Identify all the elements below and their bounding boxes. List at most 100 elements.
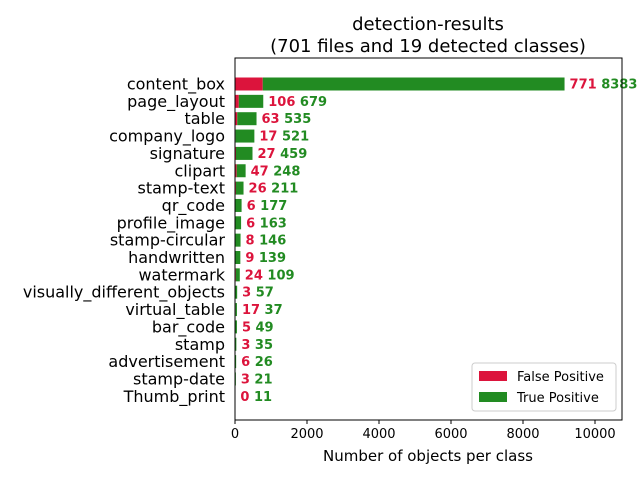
- value-label-false-positive-bar-code: 5: [242, 320, 251, 335]
- category-label-watermark: watermark: [138, 265, 225, 284]
- legend-label-true-positive: True Positive: [516, 391, 599, 406]
- bar-true-positive-stamp: [235, 337, 237, 351]
- category-label-stamp-circular: stamp-circular: [110, 231, 226, 250]
- category-label-table: table: [184, 109, 225, 128]
- value-label-false-positive-signature: 27: [257, 147, 275, 162]
- value-label-true-positive-table: 535: [280, 112, 312, 127]
- category-label-virtual-table: virtual_table: [125, 300, 225, 320]
- value-label-false-positive-advertisement: 6: [241, 355, 250, 370]
- x-tick-label-6000: 6000: [434, 427, 467, 442]
- category-label-qr-code: qr_code: [162, 196, 225, 216]
- value-label-true-positive-signature: 459: [276, 147, 308, 162]
- legend-swatch-false-positive: [479, 371, 507, 381]
- value-label-table: 63 535: [262, 112, 312, 127]
- category-label-company-logo: company_logo: [109, 127, 225, 147]
- value-label-false-positive-stamp-circular: 8: [246, 234, 255, 249]
- chart-subtitle: (701 files and 19 detected classes): [270, 36, 586, 57]
- value-label-false-positive-company-logo: 17: [259, 130, 277, 145]
- bar-true-positive-table: [237, 112, 257, 126]
- value-label-handwritten: 9 139: [245, 251, 286, 266]
- bar-true-positive-stamp-circular: [235, 233, 241, 247]
- value-label-bar-code: 5 49: [242, 320, 274, 335]
- value-label-stamp-date: 3 21: [241, 372, 273, 387]
- category-label-signature: signature: [150, 144, 225, 163]
- value-label-true-positive-stamp-date: 21: [250, 372, 273, 387]
- value-label-true-positive-bar-code: 49: [251, 320, 274, 335]
- bar-true-positive-stamp-text: [235, 181, 244, 195]
- bar-true-positive-visually-different-objects: [235, 285, 238, 299]
- value-label-false-positive-watermark: 24: [245, 268, 263, 283]
- value-label-true-positive-thumb-print: 11: [249, 390, 272, 405]
- bar-true-positive-qr-code: [235, 198, 242, 212]
- bar-true-positive-page-layout: [238, 94, 264, 108]
- value-label-clipart: 47 248: [251, 164, 301, 179]
- bar-true-positive-bar-code: [235, 320, 237, 334]
- value-label-qr-code: 6 177: [247, 199, 288, 214]
- value-label-thumb-print: 0 11: [240, 390, 272, 405]
- value-label-true-positive-clipart: 248: [269, 164, 301, 179]
- value-label-company-logo: 17 521: [259, 130, 309, 145]
- axes-frame: [234, 57, 623, 421]
- value-label-watermark: 24 109: [245, 268, 295, 283]
- value-label-false-positive-handwritten: 9: [245, 251, 254, 266]
- category-label-clipart: clipart: [175, 161, 226, 180]
- bar-true-positive-watermark: [235, 268, 240, 282]
- plot-area: content_box 771 8383 page_layout 106 679 tab…: [23, 75, 638, 407]
- value-label-signature: 27 459: [257, 147, 307, 162]
- category-label-page-layout: page_layout: [127, 92, 225, 112]
- value-label-false-positive-profile-image: 6: [246, 216, 255, 231]
- value-label-false-positive-page-layout: 106: [268, 95, 295, 110]
- value-label-content-box: 771 8383: [570, 78, 638, 93]
- bar-true-positive-content-box: [262, 77, 565, 91]
- category-label-stamp-text: stamp-text: [137, 179, 225, 198]
- x-axis-label: Number of objects per class: [323, 447, 533, 465]
- value-label-virtual-table: 17 37: [242, 303, 283, 318]
- chart-title: detection-results: [352, 14, 504, 35]
- value-label-advertisement: 6 26: [241, 355, 273, 370]
- value-label-stamp-circular: 8 146: [246, 234, 287, 249]
- bar-true-positive-company-logo: [235, 129, 255, 143]
- bar-true-positive-handwritten: [235, 251, 241, 264]
- value-label-false-positive-stamp-text: 26: [249, 182, 267, 197]
- x-tick-label-8000: 8000: [506, 427, 539, 442]
- value-label-false-positive-clipart: 47: [251, 164, 269, 179]
- value-label-visually-different-objects: 3 57: [242, 286, 274, 301]
- bar-false-positive-content-box: [235, 77, 263, 91]
- x-tick-label-4000: 4000: [362, 427, 395, 442]
- value-label-true-positive-page-layout: 679: [295, 95, 327, 110]
- value-label-false-positive-qr-code: 6: [247, 199, 256, 214]
- bar-true-positive-advertisement: [235, 355, 237, 369]
- value-label-false-positive-virtual-table: 17: [242, 303, 260, 318]
- value-label-profile-image: 6 163: [246, 216, 287, 231]
- category-label-stamp: stamp: [175, 335, 225, 354]
- value-label-false-positive-table: 63: [262, 112, 280, 127]
- value-label-true-positive-visually-different-objects: 57: [251, 286, 274, 301]
- bar-false-positive-table: [235, 112, 238, 126]
- category-label-profile-image: profile_image: [117, 213, 225, 233]
- legend: False Positive True Positive: [471, 362, 617, 412]
- value-label-false-positive-stamp-date: 3: [241, 372, 250, 387]
- value-label-true-positive-stamp-text: 211: [267, 182, 299, 197]
- value-label-true-positive-company-logo: 521: [277, 130, 309, 145]
- bar-true-positive-profile-image: [235, 216, 242, 230]
- x-tick-label-10000: 10000: [574, 427, 615, 442]
- value-label-true-positive-watermark: 109: [263, 268, 295, 283]
- value-label-true-positive-advertisement: 26: [250, 355, 273, 370]
- value-label-false-positive-content-box: 771: [570, 78, 597, 93]
- category-label-stamp-date: stamp-date: [133, 369, 225, 388]
- value-label-true-positive-virtual-table: 37: [260, 303, 283, 318]
- category-label-bar-code: bar_code: [152, 317, 225, 337]
- value-label-page-layout: 106 679: [268, 95, 327, 110]
- category-label-content-box: content_box: [127, 75, 225, 95]
- value-label-false-positive-stamp: 3: [241, 338, 250, 353]
- value-label-true-positive-content-box: 8383: [597, 78, 638, 93]
- value-label-true-positive-stamp: 35: [250, 338, 273, 353]
- value-label-false-positive-visually-different-objects: 3: [242, 286, 251, 301]
- value-label-stamp-text: 26 211: [249, 182, 299, 197]
- category-label-handwritten: handwritten: [128, 248, 225, 267]
- category-label-advertisement: advertisement: [108, 352, 225, 371]
- value-label-true-positive-handwritten: 139: [254, 251, 286, 266]
- value-label-true-positive-qr-code: 177: [256, 199, 288, 214]
- value-label-true-positive-stamp-circular: 146: [255, 234, 287, 249]
